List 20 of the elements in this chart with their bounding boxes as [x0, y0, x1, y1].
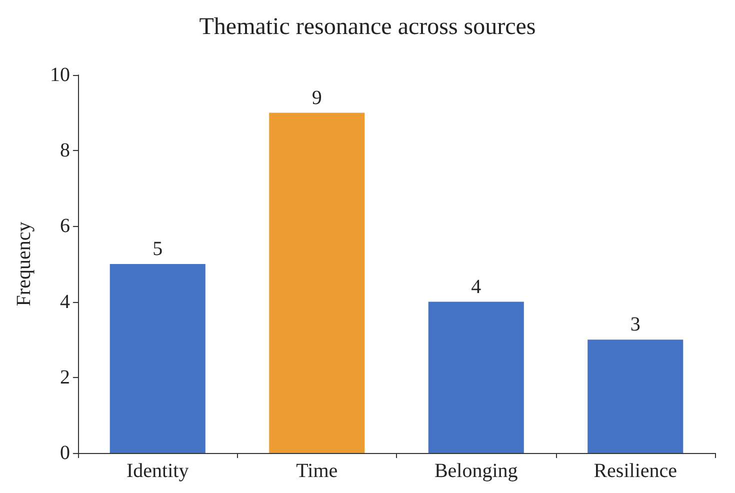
chart-title: Thematic resonance across sources — [199, 14, 536, 40]
y-tick-label: 0 — [60, 442, 70, 464]
y-tick-label: 8 — [60, 140, 70, 162]
bar — [110, 264, 206, 453]
x-tick-label: Belonging — [434, 460, 518, 482]
data-label: 9 — [312, 86, 322, 109]
y-axis-title: Frequency — [13, 222, 35, 306]
x-tick-label: Time — [296, 460, 338, 482]
data-label: 5 — [152, 238, 163, 260]
data-label: 3 — [630, 314, 640, 336]
bar — [269, 112, 365, 453]
y-tick-label: 6 — [60, 215, 70, 238]
x-tick-label: Identity — [126, 460, 189, 482]
y-tick-label: 2 — [60, 366, 70, 388]
y-tick-label: 4 — [60, 290, 70, 313]
bar — [588, 340, 684, 453]
bar — [428, 302, 524, 453]
x-tick-label: Resilience — [594, 460, 678, 482]
data-label: 4 — [471, 276, 482, 298]
y-tick-label: 10 — [50, 64, 70, 86]
